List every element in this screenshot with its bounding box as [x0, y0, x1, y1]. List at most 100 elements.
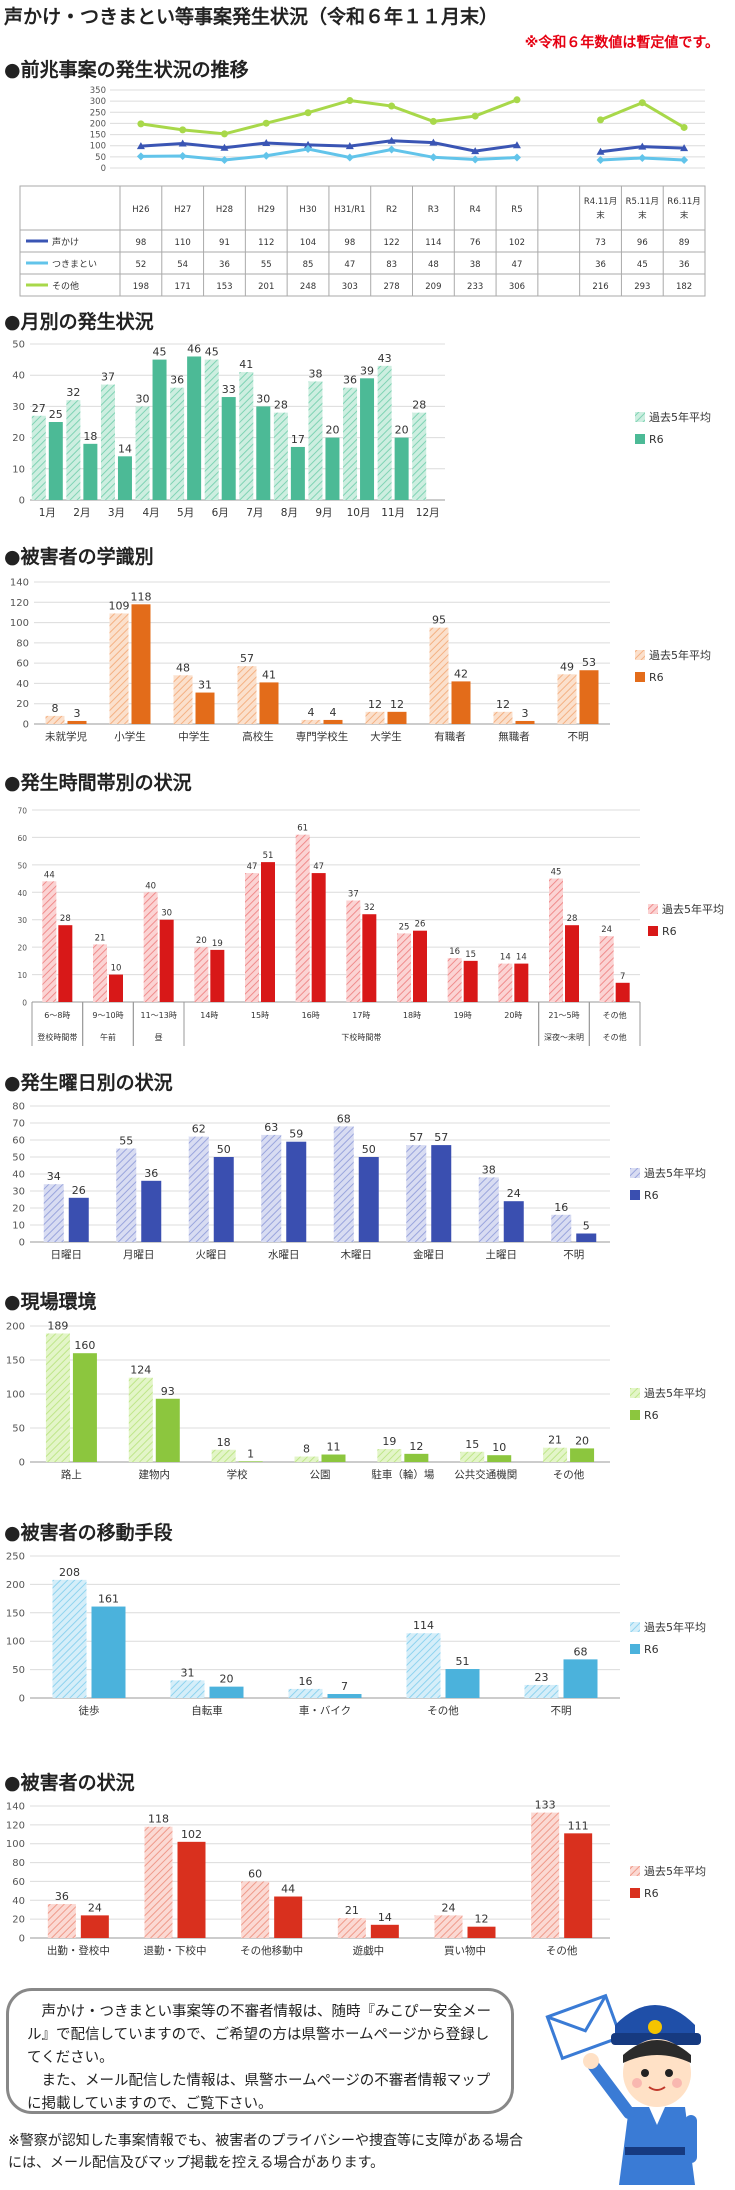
bar: [43, 1184, 64, 1242]
x-tick-label: 買い物中: [444, 1944, 486, 1957]
bar: [370, 1924, 399, 1938]
x-tick-label: R2: [386, 205, 397, 215]
bar: [42, 881, 57, 1002]
data-label: 111: [568, 1819, 589, 1832]
info-speech-bubble: 声かけ・つきまとい事案等の不審者情報は、随時『みこぴー安全メール』で配信していま…: [6, 1988, 514, 2114]
data-label: 34: [47, 1170, 61, 1183]
x-tick-label: R6.11月: [667, 197, 700, 207]
bar: [311, 873, 326, 1002]
legend-swatch: [630, 1190, 640, 1200]
data-point: [136, 142, 145, 150]
bar: [239, 372, 254, 500]
legend-label: 過去5年平均: [662, 902, 724, 916]
x-tick-label: 12月: [416, 507, 440, 519]
y-tick-label: 50: [12, 1665, 25, 1676]
data-label: 11: [327, 1441, 341, 1454]
data-point: [304, 145, 313, 154]
bar: [143, 892, 158, 1002]
data-label: 48: [176, 661, 190, 674]
bar: [261, 1134, 282, 1242]
legend-swatch: [630, 1644, 640, 1654]
bar: [45, 715, 65, 724]
bar: [67, 720, 87, 724]
x-tick-label: 火曜日: [196, 1249, 228, 1261]
y-tick-label: 140: [10, 578, 29, 589]
data-point: [220, 155, 229, 164]
bar: [80, 1915, 109, 1938]
bar: [445, 1669, 480, 1698]
data-label: 37: [101, 371, 115, 384]
table-cell: 91: [219, 238, 230, 248]
x-tick-label: 公共交通機関: [454, 1468, 517, 1481]
y-tick-label: 0: [22, 999, 27, 1008]
x-tick-label: R5: [511, 205, 522, 215]
legend-swatch: [635, 650, 645, 660]
data-label: 208: [59, 1566, 80, 1579]
bar: [301, 719, 321, 724]
data-point: [638, 153, 647, 162]
bar: [503, 1201, 524, 1242]
envelope-icon: [545, 1993, 623, 2061]
bar: [337, 1918, 366, 1938]
monthly-chart: 0 10 20 30 40 50 27 25 1月 32 18 2月 37 14 3月 30 45 4月 36 46 5…: [12, 340, 711, 520]
y-tick-label: 350: [90, 86, 106, 96]
y-tick-label: 20: [16, 699, 29, 710]
x-tick-label: 遊戯中: [353, 1944, 385, 1957]
legend-label: R6: [644, 1887, 659, 1900]
bar: [52, 1579, 87, 1698]
series-line: [140, 139, 518, 153]
data-label: 20: [220, 1673, 234, 1686]
table-cell: 293: [634, 282, 650, 292]
bar: [295, 834, 310, 1002]
legend-swatch: [635, 434, 645, 444]
data-label: 59: [289, 1128, 303, 1141]
bar: [259, 682, 279, 724]
y-tick-label: 40: [12, 371, 25, 382]
bar: [412, 412, 427, 500]
bar: [211, 1449, 236, 1462]
bar: [68, 1197, 89, 1242]
series-line: [140, 98, 518, 136]
bar: [170, 1680, 205, 1698]
data-label: 3: [74, 707, 81, 720]
x-tick-label: 9月: [315, 507, 332, 519]
legend-label: R6: [644, 1643, 659, 1656]
data-point: [178, 139, 187, 147]
group-label: 午前: [100, 1032, 116, 1042]
data-label: 44: [281, 1883, 295, 1896]
table-cell: 110: [175, 238, 191, 248]
y-tick-label: 50: [17, 861, 27, 870]
y-tick-label: 50: [12, 1424, 25, 1435]
data-table-border: [19, 185, 706, 297]
bar: [159, 919, 174, 1002]
x-tick-label: 月曜日: [123, 1249, 155, 1261]
x-tick-label: 小学生: [114, 730, 146, 743]
data-point: [471, 147, 480, 155]
data-label: 28: [567, 914, 578, 924]
bar: [290, 446, 305, 500]
y-tick-label: 30: [17, 916, 27, 925]
y-tick-label: 80: [16, 638, 29, 649]
bar: [447, 958, 462, 1002]
data-label: 25: [399, 922, 410, 932]
y-tick-label: 50: [12, 340, 25, 351]
table-cell: 96: [637, 238, 648, 248]
y-tick-label: 40: [16, 679, 29, 690]
y-tick-label: 300: [90, 97, 106, 107]
bar: [187, 356, 202, 500]
bar: [565, 925, 579, 1002]
y-tick-label: 20: [17, 944, 27, 953]
data-label: 14: [516, 953, 527, 963]
data-label: 38: [308, 367, 322, 380]
x-tick-label: 末: [638, 210, 647, 221]
bar: [170, 387, 185, 500]
y-tick-label: 100: [10, 618, 29, 629]
y-tick-label: 10: [17, 971, 27, 980]
data-label: 19: [212, 939, 223, 949]
footnote: ※警察が認知した事案情報でも、被害者のプライバシーや捜査等に支障がある場合には、…: [8, 2133, 524, 2171]
data-label: 26: [72, 1184, 86, 1197]
table-cell: 36: [679, 260, 690, 270]
data-label: 36: [343, 374, 357, 387]
data-label: 38: [482, 1163, 496, 1176]
bar: [524, 1684, 559, 1698]
